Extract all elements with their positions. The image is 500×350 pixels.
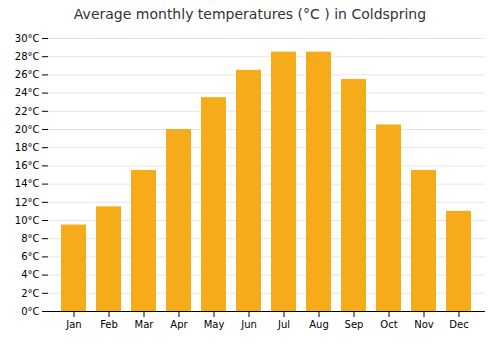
svg-text:Mar: Mar [135,319,155,330]
svg-text:14°C: 14°C [15,178,40,189]
svg-text:4°C: 4°C [21,269,39,280]
svg-text:Jan: Jan [65,319,81,330]
svg-text:26°C: 26°C [15,69,40,80]
svg-text:Dec: Dec [449,319,468,330]
svg-text:Feb: Feb [100,319,118,330]
svg-text:Aug: Aug [309,319,329,330]
svg-text:10°C: 10°C [15,215,40,226]
svg-text:2°C: 2°C [21,288,39,299]
svg-text:Jun: Jun [240,319,257,330]
svg-text:12°C: 12°C [15,197,40,208]
svg-text:Oct: Oct [380,319,397,330]
svg-text:6°C: 6°C [21,251,39,262]
svg-text:Apr: Apr [170,319,188,330]
svg-text:20°C: 20°C [15,124,40,135]
svg-text:18°C: 18°C [15,142,40,153]
svg-text:Sep: Sep [345,319,364,330]
svg-text:0°C: 0°C [21,306,39,317]
svg-text:Jul: Jul [277,319,290,330]
html-text:Average monthly temperatures (: Average monthly temperatures (°C ) in Co… [73,6,427,22]
svg-text:28°C: 28°C [15,51,40,62]
svg-text:22°C: 22°C [15,106,40,117]
svg-text:24°C: 24°C [15,87,40,98]
svg-text:Nov: Nov [414,319,434,330]
svg-text:8°C: 8°C [21,233,39,244]
svg-text:16°C: 16°C [15,160,40,171]
svg-text:30°C: 30°C [15,33,40,44]
svg-text:May: May [204,319,225,330]
